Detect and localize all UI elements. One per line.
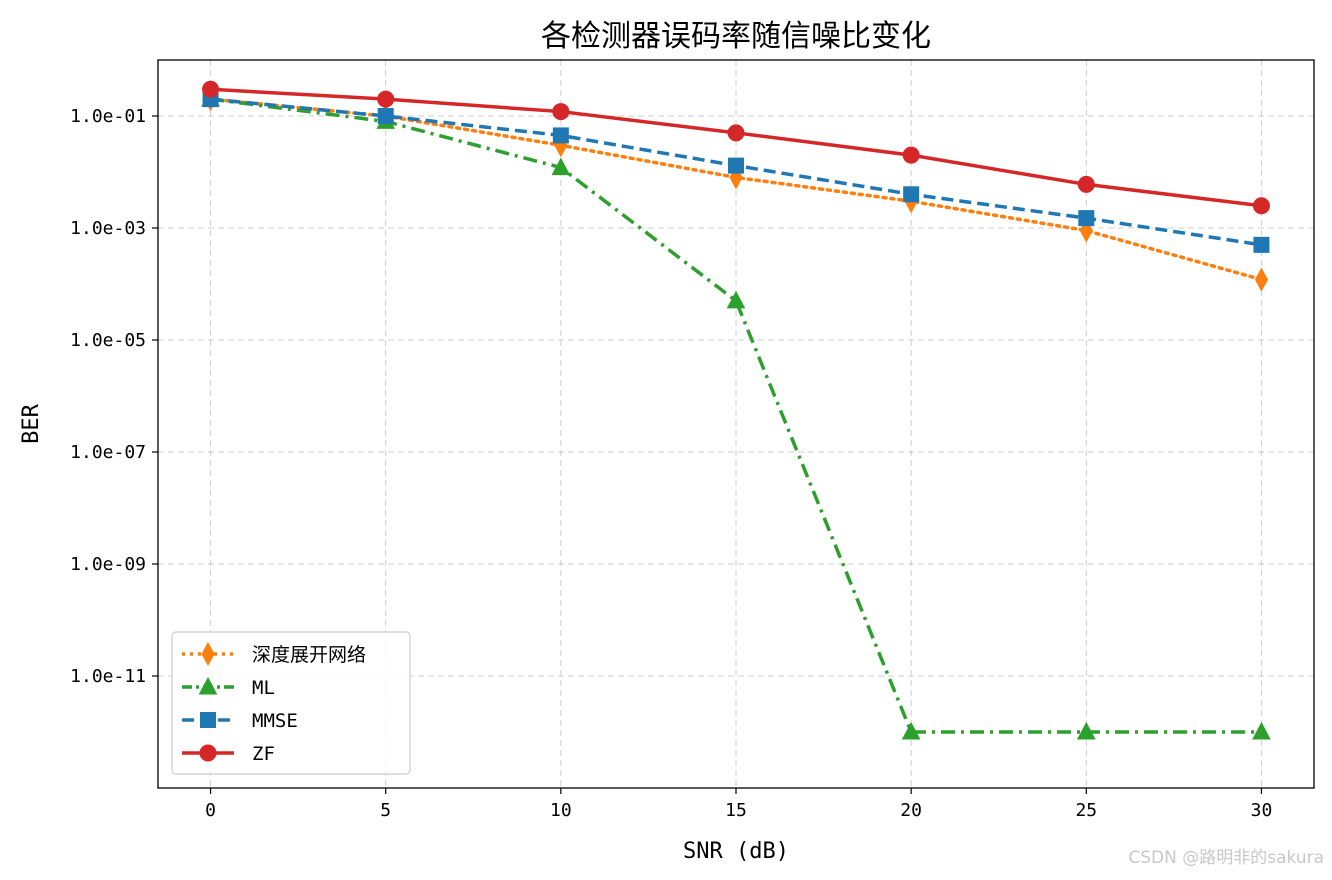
series-2: [202, 91, 1270, 253]
y-axis-ticks: 1.0e-11 1.0e-09 1.0e-07 1.0e-05 1.0e-03 1.0e-…: [70, 106, 158, 687]
data-point: [202, 80, 220, 98]
x-tick-label: 20: [900, 800, 922, 821]
legend-label: ML: [252, 677, 275, 699]
data-point: [903, 186, 920, 203]
y-axis-label: BER: [19, 403, 44, 443]
x-tick-label: 5: [380, 800, 391, 821]
legend-marker: [201, 641, 215, 667]
y-tick-label: 1.0e-11: [70, 666, 146, 687]
legend-marker: [199, 744, 217, 762]
data-point: [377, 108, 394, 124]
legend-item: ZF: [182, 743, 275, 765]
legend-label: MMSE: [252, 710, 298, 732]
y-tick-label: 1.0e-03: [70, 218, 146, 239]
data-point: [1254, 267, 1269, 292]
legend-item: 深度展开网络: [182, 641, 366, 667]
legend-label: 深度展开网络: [252, 644, 366, 666]
x-tick-label: 25: [1075, 800, 1097, 821]
data-point: [727, 124, 745, 142]
data-point: [377, 90, 395, 108]
legend-marker: [200, 712, 216, 728]
data-point: [552, 103, 570, 121]
chart-title: 各检测器误码率随信噪比变化: [541, 19, 931, 54]
data-point: [1077, 175, 1095, 193]
y-tick-label: 1.0e-05: [70, 330, 146, 351]
data-point: [1253, 236, 1270, 253]
series-layer: [201, 80, 1271, 740]
legend-marker: [198, 676, 218, 695]
watermark: CSDN @路明非的sakura: [1128, 848, 1324, 868]
x-axis-label: SNR (dB): [683, 839, 789, 864]
y-tick-label: 1.0e-01: [70, 106, 146, 127]
legend-item: ML: [182, 676, 275, 699]
x-tick-label: 10: [550, 800, 572, 821]
x-tick-label: 15: [725, 800, 747, 821]
x-axis-ticks: 0 5 10 15 20 25 30: [205, 788, 1272, 821]
x-tick-label: 30: [1251, 800, 1273, 821]
data-point: [728, 157, 744, 174]
series-3: [202, 80, 1270, 215]
legend-item: MMSE: [182, 710, 298, 732]
data-point: [902, 146, 920, 164]
data-point: [1252, 721, 1271, 740]
y-tick-label: 1.0e-09: [70, 554, 146, 575]
data-point: [726, 290, 746, 309]
data-point: [552, 127, 569, 144]
legend: 深度展开网络 ML MMSE ZF: [171, 631, 411, 775]
legend-label: ZF: [252, 743, 275, 765]
data-point: [901, 721, 921, 740]
data-point: [1078, 210, 1095, 227]
data-point: [1076, 721, 1096, 740]
legend-box: [171, 631, 411, 775]
x-tick-label: 0: [205, 800, 216, 821]
data-point: [551, 157, 571, 176]
y-tick-label: 1.0e-07: [70, 442, 146, 463]
data-point: [1252, 197, 1270, 215]
